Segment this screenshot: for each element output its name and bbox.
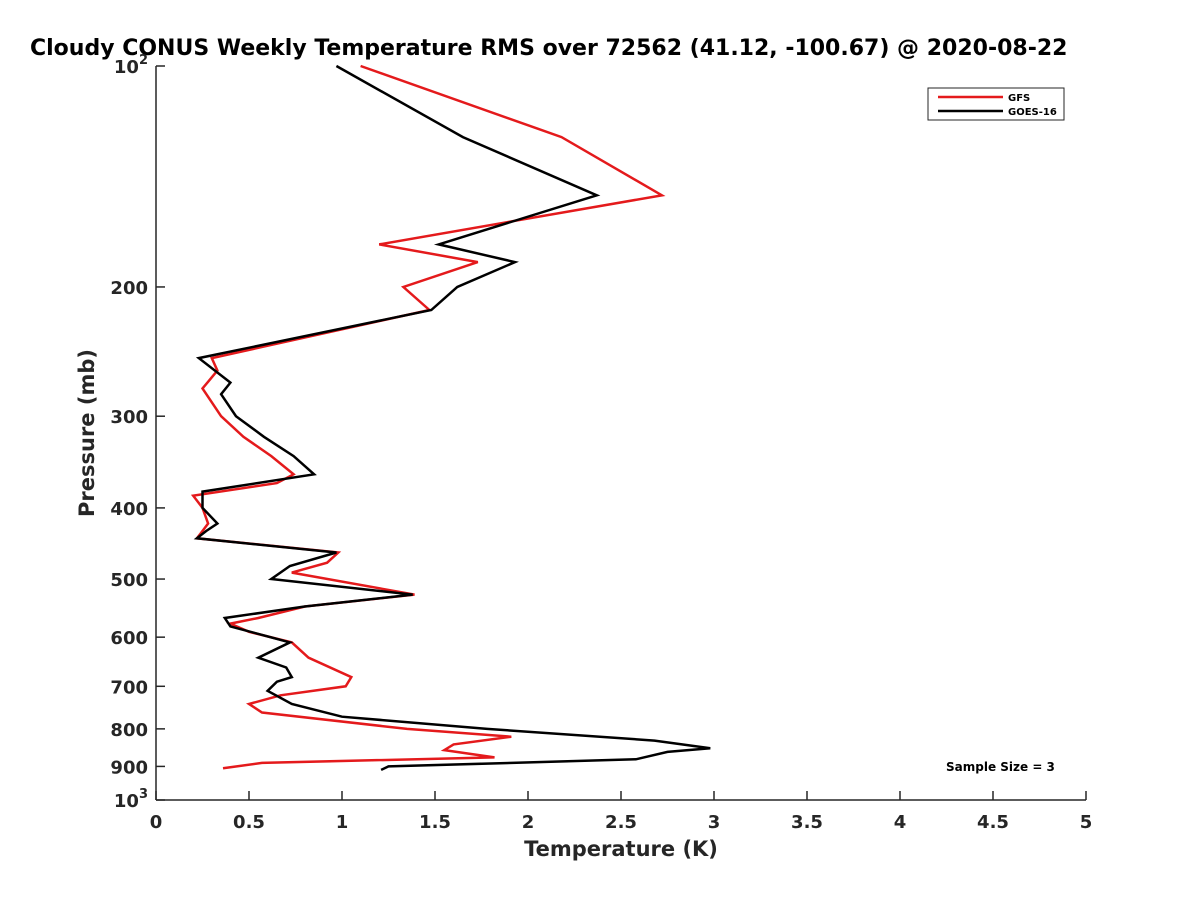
x-tick-label: 1 [336, 812, 349, 833]
x-tick-label: 4.5 [977, 812, 1009, 833]
x-tick-label: 3.5 [791, 812, 823, 833]
x-tick-label: 5 [1080, 812, 1093, 833]
sample-size-annotation: Sample Size = 3 [946, 760, 1055, 774]
y-tick-label: 400 [110, 499, 148, 520]
x-tick-label: 2 [522, 812, 535, 833]
x-tick-label: 1.5 [419, 812, 451, 833]
x-axis-label: Temperature (K) [524, 837, 718, 861]
y-tick-label: 102 [114, 53, 148, 78]
x-tick-label: 3 [708, 812, 721, 833]
x-axis-ticks: 0 0.5 1 1.5 2 2.5 3 3.5 4 4.5 5 [150, 791, 1093, 833]
legend-label-goes16: GOES-16 [1008, 107, 1057, 118]
legend: GFS GOES-16 [927, 87, 1065, 121]
legend-box [927, 87, 1065, 121]
plot-area [156, 66, 1086, 800]
y-tick-label: 900 [110, 757, 148, 778]
y-tick-label: 200 [110, 278, 148, 299]
legend-label-gfs: GFS [1008, 93, 1030, 104]
series-line-goes16 [193, 64, 711, 772]
y-tick-label: 600 [110, 628, 148, 649]
y-tick-label: 800 [110, 720, 148, 741]
y-tick-label: 300 [110, 407, 148, 428]
x-tick-label: 2.5 [605, 812, 637, 833]
y-axis-label: Pressure (mb) [75, 349, 99, 517]
y-tick-label: 500 [110, 570, 148, 591]
y-tick-label: 103 [114, 787, 148, 812]
x-tick-label: 4 [894, 812, 907, 833]
series-layer [190, 64, 711, 772]
chart-title: Cloudy CONUS Weekly Temperature RMS over… [30, 36, 1067, 61]
series-line-gfs [190, 64, 666, 770]
y-tick-label: 700 [110, 677, 148, 698]
x-tick-label: 0.5 [233, 812, 265, 833]
x-tick-label: 0 [150, 812, 163, 833]
y-axis-ticks: 102 200 300 400 500 600 700 800 900 103 [110, 53, 165, 812]
